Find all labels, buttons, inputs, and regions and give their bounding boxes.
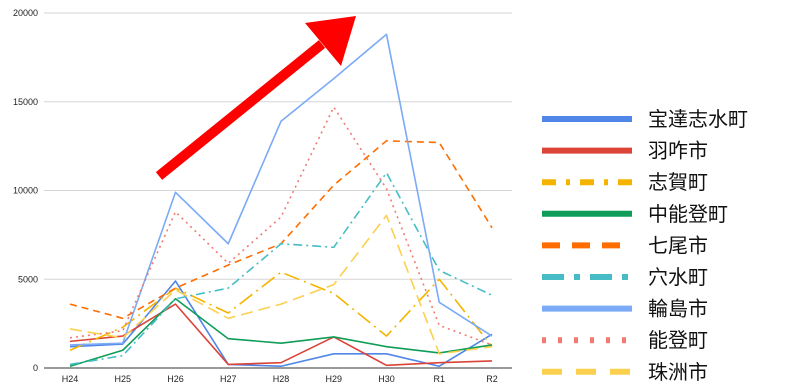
legend-label: 穴水町 <box>648 265 708 289</box>
y-axis-ticks: 0 5000 10000 15000 20000 <box>13 8 38 373</box>
legend-label: 宝達志水町 <box>648 107 748 131</box>
y-tick-label: 20000 <box>13 8 38 18</box>
legend-label: 能登町 <box>648 328 708 352</box>
x-tick-label: H25 <box>114 374 131 384</box>
x-tick-label: H28 <box>273 374 290 384</box>
legend-label: 羽咋市 <box>648 139 708 163</box>
y-tick-label: 5000 <box>18 274 38 284</box>
x-tick-label: H24 <box>62 374 79 384</box>
x-axis-ticks: H24 H25 H26 H27 H28 H29 H30 R1 R2 <box>62 374 498 384</box>
x-tick-label: H26 <box>167 374 184 384</box>
series-line <box>69 171 493 366</box>
series-line <box>69 271 493 351</box>
trend-arrow <box>155 16 356 180</box>
x-tick-label: H27 <box>220 374 237 384</box>
legend-label: 輪島市 <box>648 297 708 321</box>
series-line <box>69 33 493 346</box>
arrow-head <box>305 16 356 66</box>
x-tick-label: H30 <box>378 374 395 384</box>
series-line <box>69 106 493 346</box>
gridlines <box>44 12 512 369</box>
series-lines <box>69 33 493 368</box>
series-line <box>69 214 493 355</box>
y-tick-label: 15000 <box>13 97 38 107</box>
legend-label: 志賀町 <box>648 170 708 194</box>
x-tick-label: H29 <box>325 374 342 384</box>
legend-label: 七尾市 <box>648 233 708 257</box>
y-tick-label: 0 <box>33 363 38 373</box>
x-tick-label: R2 <box>486 374 498 384</box>
series-line <box>69 280 493 368</box>
series-line <box>69 303 493 367</box>
arrow-shaft <box>155 40 326 180</box>
y-tick-label: 10000 <box>13 186 38 196</box>
legend-label: 中能登町 <box>648 202 728 226</box>
series-line <box>69 297 493 367</box>
legend-label: 珠洲市 <box>648 360 708 384</box>
x-tick-label: R1 <box>433 374 445 384</box>
